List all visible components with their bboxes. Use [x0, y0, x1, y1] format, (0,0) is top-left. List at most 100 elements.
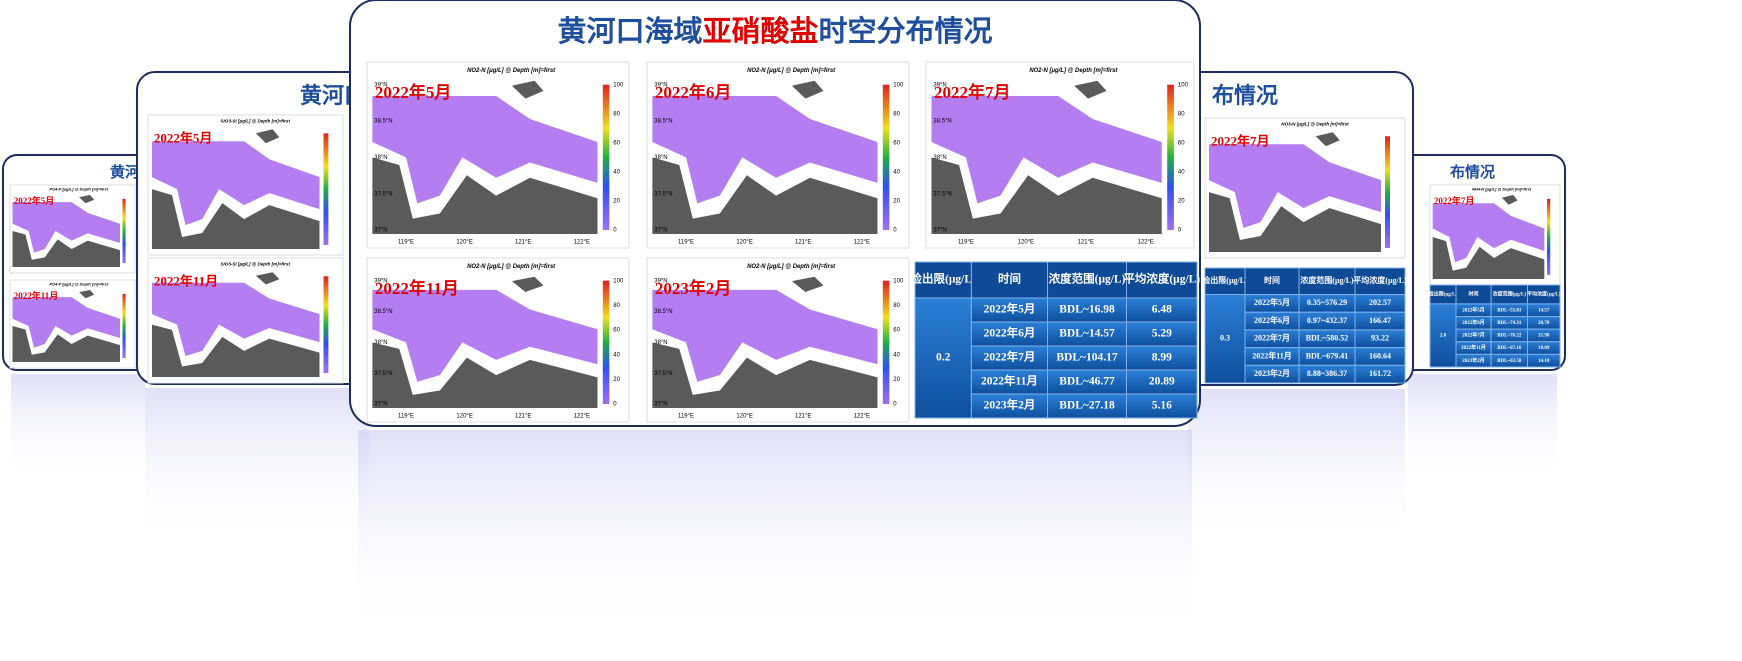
cell-text: 5.29	[1152, 328, 1172, 340]
colorbar-tick: 60	[613, 140, 620, 146]
lon-label: 119°E	[678, 414, 694, 420]
map-area	[12, 194, 120, 267]
lon-label: 120°E	[456, 240, 472, 246]
cell-text: 2022年11月	[1461, 344, 1486, 351]
colorbar-tick: 40	[613, 169, 620, 175]
header-cell	[970, 261, 1049, 299]
cell-text: 2022年6月	[1462, 319, 1485, 326]
data-table: 检出限(μg/L) 时间 浓度范围(μg/L)平均浓度(μg/L) 0.2 2022年5…	[911, 261, 1200, 419]
map-area	[151, 272, 320, 377]
cell-text: 2023年2月	[984, 398, 1036, 412]
map-header: PO4-P [μg/L] @ Depth [m]=first	[49, 282, 108, 287]
map-area	[12, 289, 120, 362]
cell-text: 21.98	[1538, 334, 1550, 339]
cell-text: 161.72	[1369, 369, 1391, 378]
map-header: NO2-N [μg/L] @ Depth [m]=first	[747, 68, 836, 74]
colorbar	[323, 133, 329, 245]
cell-text: BDL~63.58	[1497, 359, 1522, 364]
reflection	[11, 374, 145, 482]
map-area	[1432, 194, 1545, 279]
island	[791, 80, 824, 99]
map-panel: SiO3-Si [μg/L] @ Depth [m]=first 2022年11月	[147, 257, 344, 384]
colorbar-tick: 60	[1178, 140, 1185, 146]
colorbar-tick: 40	[1178, 169, 1185, 175]
lat-label: 38°N	[654, 155, 667, 161]
land	[1209, 192, 1381, 252]
island	[1074, 80, 1107, 99]
cell-text: 2023年2月	[1462, 357, 1485, 364]
detection-text: 0.3	[1220, 334, 1230, 343]
cell	[1126, 393, 1198, 419]
cell-text: BDL~55.81	[1497, 308, 1522, 313]
land	[12, 230, 120, 267]
colorbar-tick: 20	[893, 199, 900, 205]
lon-label: 119°E	[398, 414, 414, 420]
land	[372, 342, 598, 408]
colorbar	[323, 276, 329, 373]
colorbar	[1167, 84, 1174, 230]
title-prefix: 黄河口海域	[557, 15, 702, 48]
cell	[1047, 345, 1128, 371]
lat-label: 38.5°N	[933, 119, 951, 125]
colorbar-tick: 0	[613, 228, 617, 234]
detection-cell	[1204, 294, 1246, 384]
map-panel: NO2-N [μg/L] @ Depth [m]=first 2022年11月 11…	[366, 257, 630, 423]
map-header: NO2-N [μg/L] @ Depth [m]=first	[467, 264, 556, 270]
lat-label: 39°N	[654, 82, 667, 88]
sea	[12, 202, 120, 253]
cell-text: BDL~679.41	[1306, 351, 1349, 360]
lat-label: 38.5°N	[374, 309, 392, 315]
lon-label: 121°E	[1078, 240, 1094, 246]
cell	[1354, 364, 1406, 384]
lon-label: 119°E	[958, 240, 974, 246]
colorbar-tick: 100	[613, 278, 624, 284]
reflection	[145, 388, 369, 544]
map-header: SiO3-Si [μg/L] @ Depth [m]=first	[221, 119, 291, 124]
land	[372, 157, 598, 234]
header-cell	[1047, 261, 1128, 299]
cell-text: BDL~580.52	[1306, 334, 1349, 343]
lat-label: 39°N	[374, 82, 387, 88]
colorbar	[1385, 136, 1390, 248]
cell-text: 2022年6月	[1254, 315, 1290, 325]
colorbar-tick: 20	[893, 377, 900, 383]
cell-text: BDL~104.17	[1056, 352, 1118, 364]
island	[79, 194, 95, 204]
map-panel: NO2-N [μg/L] @ Depth [m]=first 2022年6月 119…	[646, 61, 910, 249]
cell-text: BDL~74.31	[1497, 321, 1522, 326]
slide-title: 布情况	[1450, 163, 1495, 181]
map-label: 2022年11月	[154, 274, 218, 289]
colorbar	[1547, 198, 1551, 275]
map-panel: PO4-P [μg/L] @ Depth [m]=first 2022年11月	[9, 279, 136, 369]
reflection	[358, 430, 1192, 643]
sea	[652, 289, 878, 382]
lat-label: 37°N	[654, 402, 667, 408]
map-panel: NO3-N [μg/L] @ Depth [m]=first 2022年7月	[1204, 117, 1406, 259]
map-header: NH4-N [μg/L] @ Depth [m]=first	[1472, 187, 1532, 192]
land	[931, 157, 1162, 234]
lon-label: 121°E	[515, 240, 531, 246]
cell-text: 2022年11月	[1252, 350, 1292, 360]
map-label: 2022年7月	[934, 82, 1011, 102]
sea	[372, 96, 598, 204]
lat-label: 37.5°N	[374, 191, 392, 197]
cell-text: 0.35~576.29	[1307, 298, 1347, 307]
land	[652, 342, 878, 408]
cell-text: 2022年6月	[984, 326, 1036, 340]
map-label: 2022年5月	[14, 195, 55, 206]
cell-text: 2022年7月	[984, 350, 1036, 364]
colorbar-tick: 80	[1178, 111, 1185, 117]
reflection	[1408, 374, 1557, 482]
sea	[931, 96, 1162, 204]
island	[511, 80, 544, 99]
sea	[12, 297, 120, 348]
cell-text: 202.57	[1369, 298, 1391, 307]
land	[652, 157, 878, 234]
cell-text: 14.10	[1538, 359, 1550, 364]
colorbar-tick: 20	[613, 199, 620, 205]
map-panel: NH4-N [μg/L] @ Depth [m]=first 2022年7月	[1429, 184, 1561, 286]
header-cell	[1298, 267, 1356, 296]
lat-label: 38.5°N	[654, 119, 672, 125]
cell-text: BDL~76.22	[1497, 334, 1522, 339]
header-cell	[1126, 261, 1198, 299]
